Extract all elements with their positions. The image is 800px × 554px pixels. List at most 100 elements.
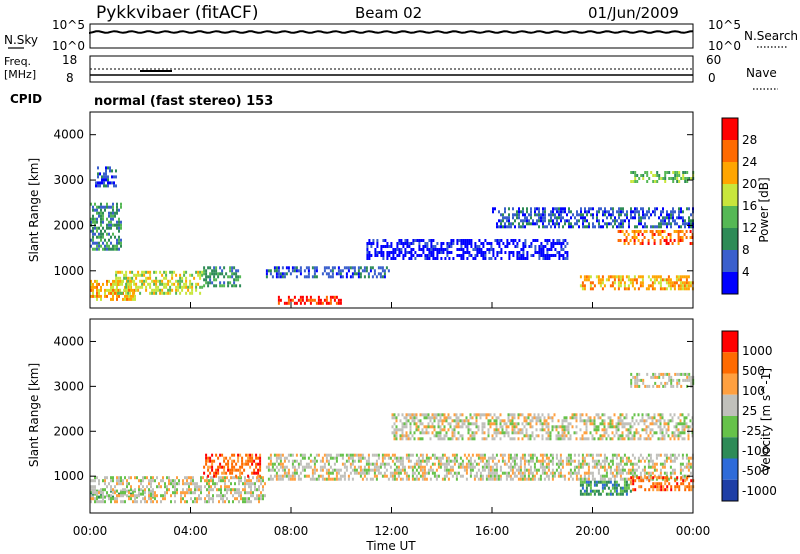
velocity-cell — [541, 462, 544, 466]
power-cell — [185, 282, 188, 286]
power-cell — [610, 213, 612, 217]
power-cell — [604, 210, 606, 214]
velocity-cell — [287, 468, 290, 472]
power-cell — [299, 301, 302, 305]
velocity-cell — [262, 476, 264, 480]
power-cell — [683, 275, 686, 279]
power-cell — [406, 239, 409, 242]
power-cell — [608, 210, 610, 214]
power-cell — [163, 291, 166, 295]
power-cell — [671, 281, 674, 285]
velocity-cell — [453, 413, 456, 417]
power-cell — [660, 210, 662, 214]
power-cell — [126, 297, 128, 301]
velocity-cell — [174, 482, 176, 486]
velocity-colorbar-swatch — [722, 437, 738, 459]
velocity-cell — [433, 456, 436, 460]
velocity-cell — [327, 474, 330, 478]
velocity-cell — [519, 471, 522, 475]
velocity-cell — [545, 453, 548, 457]
power-cell — [368, 254, 371, 257]
velocity-cell — [467, 462, 470, 466]
power-cell — [118, 220, 120, 224]
velocity-cell — [649, 471, 652, 475]
power-cell — [544, 225, 546, 229]
power-cell — [590, 213, 592, 217]
velocity-cell — [547, 428, 550, 432]
power-heatmap — [90, 166, 695, 305]
power-cell — [384, 245, 387, 248]
power-cell — [151, 288, 154, 292]
power-cell — [379, 275, 382, 279]
power-cell — [460, 254, 463, 257]
velocity-cell — [244, 485, 246, 489]
velocity-cell — [267, 462, 270, 466]
power-cell — [496, 225, 498, 229]
power-cell — [672, 213, 674, 217]
power-cell — [112, 211, 114, 215]
velocity-cell — [401, 431, 404, 435]
velocity-cell — [491, 474, 494, 478]
velocity-cell — [429, 419, 432, 423]
velocity-cell — [651, 434, 654, 438]
velocity-cell — [615, 483, 618, 487]
velocity-cell — [232, 488, 234, 492]
velocity-cell — [487, 465, 490, 469]
velocity-cell — [669, 471, 672, 475]
velocity-cell — [539, 474, 542, 478]
velocity-cell — [609, 471, 612, 475]
power-cell — [110, 288, 112, 292]
power-cell — [625, 239, 628, 242]
power-cell — [351, 266, 354, 270]
power-cell — [171, 276, 174, 280]
power-cell — [662, 222, 664, 226]
velocity-cell — [517, 471, 520, 475]
velocity-cell — [207, 468, 210, 472]
velocity-cell — [297, 474, 300, 478]
velocity-cell — [649, 428, 652, 432]
power-cell — [359, 266, 362, 270]
velocity-cell — [194, 485, 196, 489]
velocity-cell — [150, 485, 152, 489]
velocity-cell — [245, 459, 248, 463]
power-cell — [129, 291, 132, 295]
velocity-cell — [168, 488, 170, 492]
velocity-cell — [683, 419, 686, 423]
velocity-cell — [273, 462, 276, 466]
velocity-cell — [281, 474, 284, 478]
velocity-cell — [557, 434, 560, 438]
power-cell — [345, 275, 348, 279]
velocity-cell — [685, 453, 688, 457]
velocity-cell — [433, 474, 436, 478]
power-cell — [592, 216, 594, 220]
power-cell — [554, 254, 557, 257]
velocity-cell — [405, 456, 408, 460]
velocity-cell — [413, 465, 416, 469]
power-cell — [684, 225, 686, 229]
velocity-cell — [453, 431, 456, 435]
velocity-cell — [567, 456, 570, 460]
velocity-cell — [337, 453, 340, 457]
velocity-cell — [425, 413, 428, 417]
power-cell — [671, 284, 674, 288]
velocity-cell — [627, 422, 630, 426]
power-cell — [128, 285, 130, 289]
velocity-cell — [397, 456, 400, 460]
velocity-cell — [621, 413, 624, 417]
velocity-cell — [633, 468, 636, 472]
freq-right-tick-high: 60 — [706, 53, 721, 67]
power-cell — [649, 284, 652, 288]
velocity-cell — [585, 419, 588, 423]
power-cell — [127, 279, 130, 283]
velocity-cell — [593, 419, 596, 423]
velocity-cell — [224, 485, 226, 489]
power-cell — [127, 276, 130, 280]
velocity-cell — [593, 459, 596, 463]
power-cell — [562, 207, 564, 211]
velocity-cell — [235, 462, 238, 466]
velocity-cell — [621, 422, 624, 426]
velocity-cell — [547, 416, 550, 420]
velocity-cell — [577, 468, 580, 472]
velocity-cell — [128, 476, 130, 480]
power-cell — [552, 213, 554, 217]
